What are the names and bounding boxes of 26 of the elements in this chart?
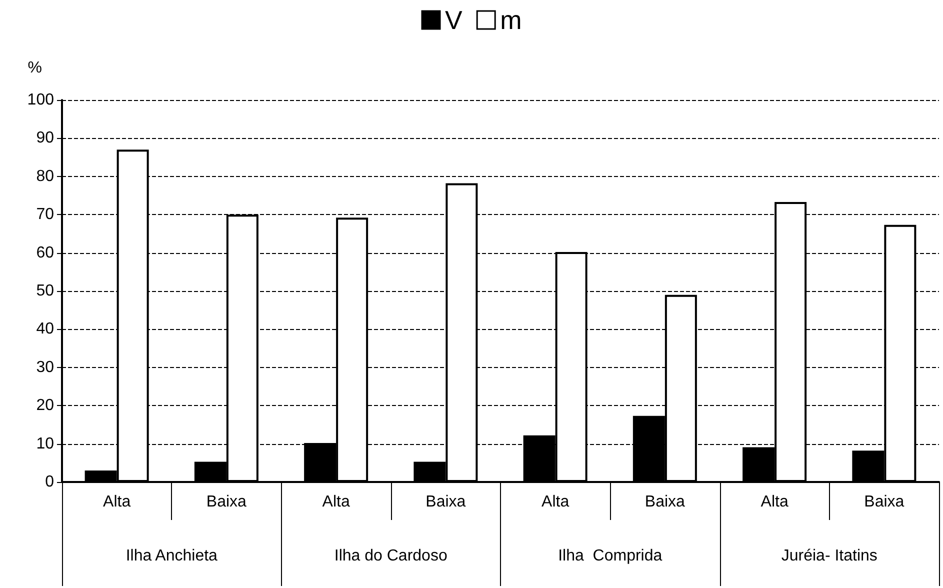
- y-axis-title: %: [28, 60, 42, 76]
- y-tick-label: 0: [45, 474, 54, 490]
- x-tick-label: Baixa: [426, 494, 466, 510]
- y-tick-label: 80: [36, 168, 54, 185]
- y-tick-label: 60: [36, 244, 54, 262]
- y-tick-label: 40: [36, 320, 54, 338]
- text: Ilha do Cardoso: [334, 548, 448, 564]
- x-tick-label: Alta: [542, 494, 570, 510]
- x-tick-label: Alta: [760, 494, 788, 510]
- y-tick-label: 20: [36, 397, 54, 414]
- y-tick-label: 30: [36, 358, 54, 376]
- text: Juréia- Itatins: [781, 548, 878, 564]
- y-tick-label: 90: [36, 130, 54, 147]
- y-tick-label: 70: [36, 206, 54, 224]
- x-tick-label: Alta: [322, 494, 350, 510]
- y-tick-label: 50: [36, 282, 54, 300]
- x-tick-label: Baixa: [864, 494, 904, 510]
- y-tick-label: 10: [36, 435, 54, 452]
- x-tick-label: Alta: [103, 494, 131, 510]
- text: Ilha Anchieta: [126, 548, 218, 564]
- y-tick-label: 100: [27, 92, 54, 108]
- text: Ilha Comprida: [558, 548, 662, 564]
- x-tick-label: Baixa: [206, 494, 247, 510]
- legend-label: V: [445, 5, 463, 35]
- legend-label: m: [500, 5, 522, 35]
- x-tick-label: Baixa: [644, 494, 686, 510]
